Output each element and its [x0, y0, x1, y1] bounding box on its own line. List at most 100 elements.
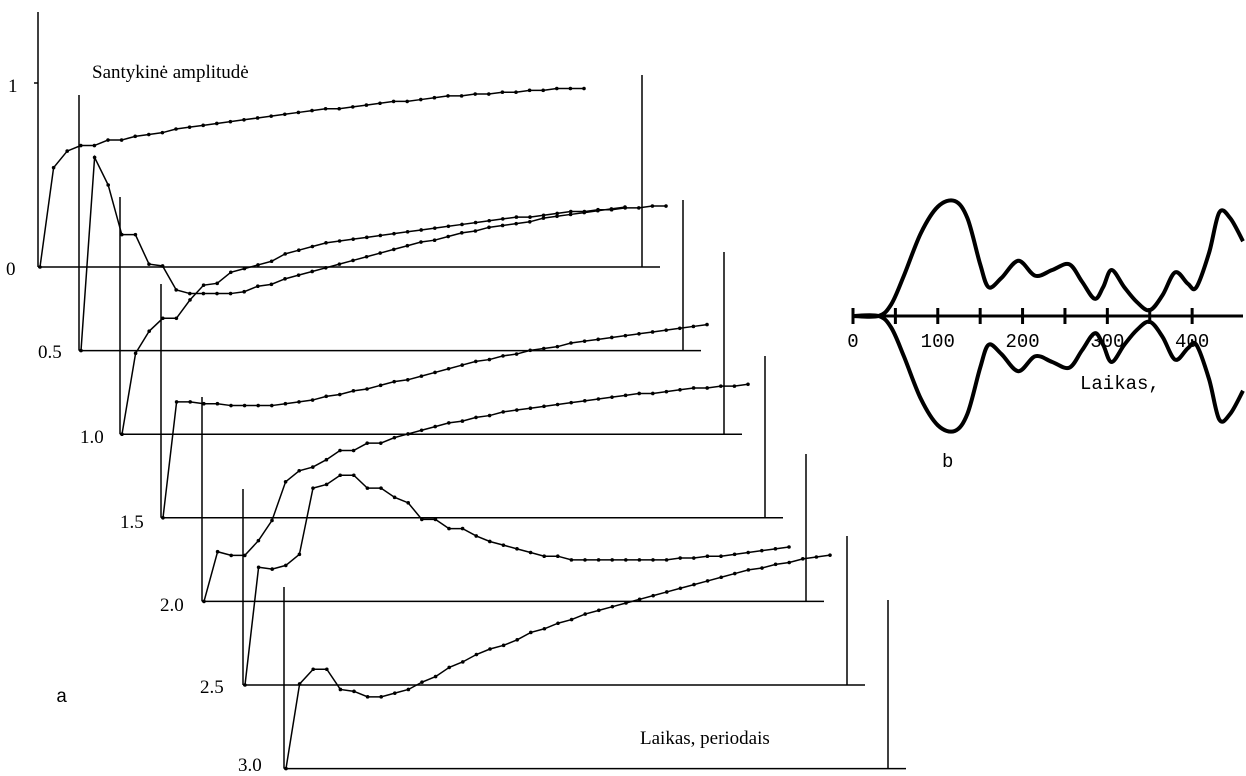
data-point	[351, 237, 356, 241]
data-point	[391, 99, 396, 104]
data-point	[433, 226, 437, 230]
data-point	[161, 316, 165, 321]
data-point	[473, 92, 478, 96]
data-point	[215, 291, 219, 296]
data-point	[338, 392, 342, 397]
data-point	[624, 558, 628, 562]
data-point	[678, 326, 682, 331]
data-point	[528, 348, 532, 353]
data-point	[705, 386, 709, 390]
data-point	[555, 214, 559, 219]
data-point	[474, 359, 478, 364]
data-point	[351, 258, 355, 263]
data-point	[529, 630, 533, 635]
data-point	[719, 384, 723, 388]
data-point	[215, 121, 219, 126]
data-point	[487, 413, 492, 418]
data-point	[692, 582, 696, 587]
data-point	[501, 354, 505, 358]
data-point	[284, 766, 288, 771]
data-point	[419, 97, 423, 102]
series-line	[39, 87, 584, 268]
data-point	[692, 556, 696, 560]
data-point	[338, 448, 342, 453]
data-point	[256, 538, 261, 543]
data-point	[746, 382, 750, 387]
data-point	[65, 149, 69, 153]
data-point	[311, 667, 316, 672]
data-point	[283, 277, 287, 281]
data-point	[473, 229, 478, 233]
data-point	[555, 402, 560, 407]
data-point	[446, 94, 450, 98]
data-point	[242, 289, 246, 294]
offset-label: 1.0	[80, 427, 104, 448]
series-line	[162, 323, 708, 518]
data-point	[569, 400, 573, 405]
data-point	[364, 254, 369, 259]
data-point	[623, 206, 627, 210]
data-point	[597, 608, 601, 613]
offset-label: 0.5	[38, 342, 62, 363]
data-point	[432, 238, 437, 242]
data-point	[296, 273, 301, 277]
data-point	[92, 155, 97, 160]
data-point	[120, 432, 124, 437]
data-point	[351, 105, 355, 109]
data-point	[392, 247, 396, 252]
data-point	[284, 563, 288, 568]
data-point	[678, 556, 682, 560]
data-point	[801, 557, 805, 561]
data-point	[665, 590, 669, 594]
data-point	[323, 106, 328, 111]
data-point	[92, 143, 97, 148]
data-point	[242, 403, 247, 408]
data-point	[732, 552, 737, 557]
data-point	[500, 223, 505, 228]
data-point	[528, 550, 533, 555]
data-point	[379, 695, 384, 699]
data-point	[311, 486, 315, 490]
data-point	[433, 370, 437, 375]
data-point	[51, 165, 56, 170]
data-point	[488, 539, 492, 544]
data-point	[787, 560, 791, 565]
data-point	[542, 404, 546, 409]
data-point	[705, 579, 710, 583]
data-point	[501, 410, 506, 414]
data-point	[338, 687, 343, 692]
data-point	[760, 548, 764, 553]
data-point	[474, 415, 478, 420]
data-point	[419, 428, 424, 433]
data-point	[106, 183, 110, 187]
panel-b-letter: b	[942, 451, 953, 473]
data-point	[120, 232, 124, 237]
data-point	[556, 621, 560, 626]
data-point	[460, 526, 465, 531]
data-point	[310, 108, 314, 113]
data-point	[201, 283, 206, 287]
data-point	[147, 262, 151, 266]
data-point	[297, 552, 302, 557]
data-point	[556, 554, 560, 558]
data-point	[459, 94, 464, 98]
data-point	[582, 209, 587, 214]
data-point	[324, 394, 329, 399]
envelope-lower-line	[852, 313, 1245, 434]
data-point	[488, 647, 492, 651]
data-point	[569, 209, 573, 214]
data-point	[215, 281, 219, 286]
data-point	[119, 138, 124, 142]
data-point	[283, 112, 287, 117]
data-point	[542, 626, 547, 631]
panel-b-tick-label: 0	[847, 331, 858, 353]
data-point	[229, 403, 233, 408]
data-point	[310, 244, 315, 249]
data-point	[229, 553, 233, 558]
data-point	[405, 99, 410, 104]
data-point	[188, 298, 192, 302]
data-point	[719, 575, 723, 580]
offset-label: 0	[6, 259, 16, 280]
data-point	[664, 389, 669, 394]
data-point	[174, 127, 178, 131]
